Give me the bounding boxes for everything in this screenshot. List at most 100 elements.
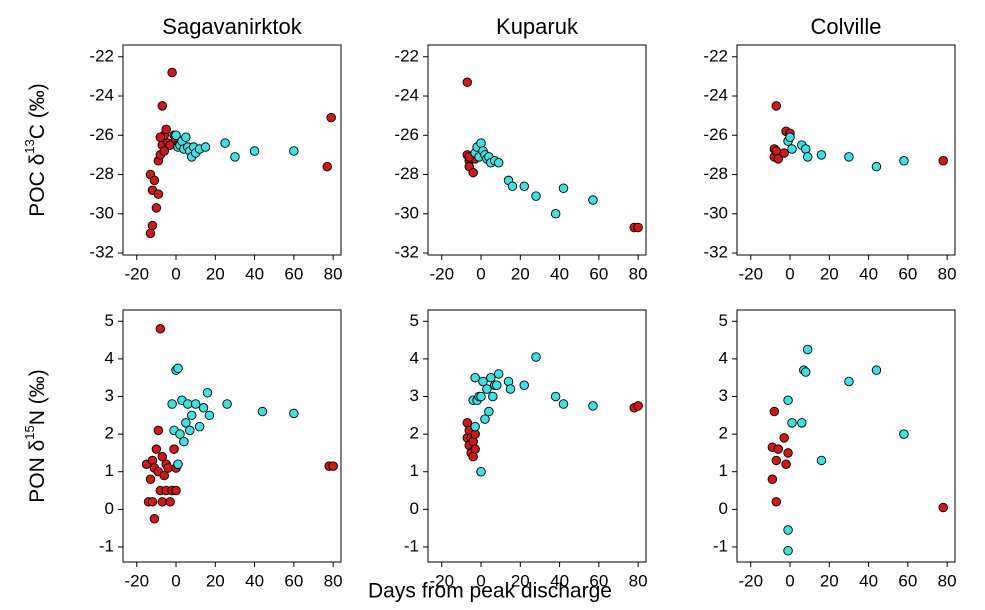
y-tick-label: 5 — [105, 311, 114, 330]
point — [505, 384, 516, 394]
point — [183, 399, 193, 409]
point — [198, 403, 209, 413]
x-tick-label: 40 — [245, 264, 264, 283]
y-tick-label: -26 — [89, 125, 114, 144]
x-tick-label: 20 — [820, 264, 839, 283]
point — [771, 455, 782, 466]
point — [802, 152, 813, 162]
point — [470, 372, 480, 383]
x-tick-label: 0 — [171, 264, 180, 283]
x-tick-label: 80 — [324, 571, 343, 590]
point — [844, 376, 854, 387]
x-tick-label: 60 — [284, 571, 303, 590]
y-tick-label: 5 — [719, 311, 728, 330]
x-tick-label: 80 — [938, 264, 957, 283]
point — [767, 474, 778, 485]
point — [169, 444, 179, 454]
point — [531, 191, 541, 201]
point — [519, 380, 529, 390]
y-tick-label: -32 — [89, 243, 114, 262]
point — [550, 391, 561, 402]
x-tick-label: 20 — [511, 264, 530, 283]
point — [816, 150, 827, 160]
y-tick-label: 3 — [410, 386, 419, 405]
point — [185, 425, 195, 436]
point — [779, 433, 789, 443]
point — [871, 365, 882, 375]
x-tick-label: 80 — [938, 571, 957, 590]
point — [204, 410, 215, 421]
point — [328, 461, 338, 471]
point — [173, 363, 183, 374]
y-tick-label: 5 — [410, 311, 419, 330]
y-tick-label: -24 — [394, 86, 419, 105]
point — [230, 152, 240, 162]
point — [171, 485, 181, 496]
point — [769, 406, 780, 417]
point — [787, 144, 797, 154]
y-axis-label: POC δ13C (‰) — [22, 83, 49, 217]
point — [147, 497, 158, 507]
y-tick-label: -1 — [713, 536, 728, 555]
point — [468, 167, 478, 178]
x-tick-label: 40 — [245, 571, 264, 590]
x-tick-label: 80 — [629, 264, 648, 283]
point — [163, 463, 173, 473]
point — [531, 352, 541, 362]
x-tick-label: -20 — [738, 571, 763, 590]
point — [181, 418, 191, 428]
point — [773, 444, 783, 454]
x-tick-label: 0 — [785, 264, 794, 283]
point — [507, 181, 518, 192]
x-tick-label: 60 — [589, 264, 608, 283]
y-tick-label: -1 — [404, 536, 419, 555]
point — [476, 391, 486, 402]
x-tick-label: 80 — [324, 264, 343, 283]
point — [157, 451, 168, 462]
y-tick-label: 3 — [719, 386, 728, 405]
point — [484, 406, 494, 417]
x-tick-label: 60 — [589, 571, 608, 590]
panel-title: Kuparuk — [496, 14, 579, 39]
point — [771, 101, 782, 111]
point — [257, 406, 268, 417]
point — [633, 222, 643, 233]
point — [493, 158, 504, 168]
point — [470, 444, 480, 454]
y-tick-label: -24 — [703, 86, 728, 105]
y-tick-label: 3 — [105, 386, 114, 405]
point — [161, 124, 171, 135]
y-tick-label: 2 — [719, 424, 728, 443]
x-tick-label: 20 — [511, 571, 530, 590]
point — [167, 399, 177, 409]
point — [558, 183, 569, 194]
point — [200, 142, 211, 152]
point — [222, 399, 232, 409]
point — [773, 154, 783, 164]
point — [165, 497, 175, 507]
point — [155, 132, 166, 142]
x-tick-label: 40 — [550, 571, 569, 590]
point — [783, 545, 793, 556]
point — [938, 502, 948, 513]
point — [202, 387, 213, 398]
y-tick-label: -32 — [703, 243, 728, 262]
point — [149, 513, 160, 524]
point — [159, 470, 169, 481]
point — [558, 399, 569, 409]
point — [167, 67, 177, 78]
y-tick-label: 1 — [105, 461, 114, 480]
y-axis-label-part: N (‰) — [26, 369, 49, 425]
point — [171, 130, 181, 141]
y-tick-label: 0 — [410, 499, 419, 518]
point — [476, 138, 486, 148]
point — [783, 525, 793, 535]
point — [476, 466, 486, 477]
x-tick-label: 20 — [206, 264, 225, 283]
point — [779, 148, 789, 158]
point — [190, 399, 201, 409]
point — [145, 474, 156, 485]
plot-frame — [427, 44, 647, 256]
panel-title: Sagavanirktok — [162, 14, 302, 39]
